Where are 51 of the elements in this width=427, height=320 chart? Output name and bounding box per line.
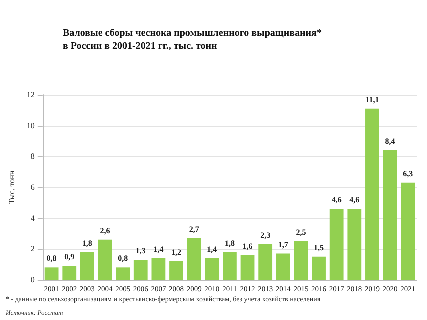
data-label: 0,9: [64, 252, 75, 262]
data-label: 1,8: [82, 238, 92, 248]
bar: [312, 256, 326, 280]
bar: [116, 268, 130, 280]
bar: [170, 262, 184, 280]
y-tick-label: 2: [30, 244, 35, 254]
bar: [187, 238, 202, 280]
bar: [330, 209, 344, 280]
y-tick-label: 8: [30, 152, 35, 162]
data-label: 2,3: [260, 231, 271, 240]
bar: [240, 255, 255, 280]
bar: [134, 260, 148, 280]
y-axis-title: Тыс. тонн: [8, 170, 16, 204]
bar: [62, 266, 77, 280]
bar: [152, 258, 166, 280]
bar: [383, 150, 398, 280]
y-tick-label: 12: [26, 90, 35, 100]
bar: [80, 252, 94, 280]
data-label: 4,6: [332, 196, 342, 205]
data-label: 1,4: [154, 244, 164, 254]
data-label: 2,7: [189, 224, 200, 234]
data-label: 2,6: [100, 226, 110, 236]
data-label: 4,6: [350, 196, 360, 205]
y-tick-label: 0: [30, 276, 35, 284]
bar: [276, 254, 290, 280]
bar: [98, 240, 112, 280]
data-label: 8,4: [385, 137, 396, 146]
data-label: 1,5: [314, 243, 324, 252]
data-label: 6,3: [403, 169, 414, 178]
bar: [294, 241, 308, 280]
bar: [205, 258, 220, 280]
data-label: 1,2: [172, 248, 182, 257]
y-tick-label: 4: [30, 214, 35, 223]
bar: [258, 244, 273, 280]
data-label: 1,4: [207, 244, 218, 254]
data-label: 11,1: [366, 95, 380, 104]
chart-title: Валовые сборы чеснока промышленного выращивания* в России в 2001-2021 гг., тыс. тонн: [63, 28, 322, 52]
data-label: 1,7: [278, 240, 288, 250]
data-label: 0,8: [46, 254, 57, 264]
bar: [348, 209, 362, 280]
bar: [401, 182, 416, 280]
data-label: 0,8: [118, 254, 128, 264]
y-tick-label: 10: [26, 121, 35, 130]
bar: [223, 252, 237, 280]
y-tick-label: 6: [30, 183, 35, 192]
data-label: 1,8: [224, 238, 235, 248]
bar: [44, 268, 59, 280]
data-label: 2,5: [296, 228, 306, 237]
data-label: 1,6: [242, 242, 253, 251]
data-label: 1,3: [136, 246, 146, 256]
bar: [366, 108, 380, 280]
